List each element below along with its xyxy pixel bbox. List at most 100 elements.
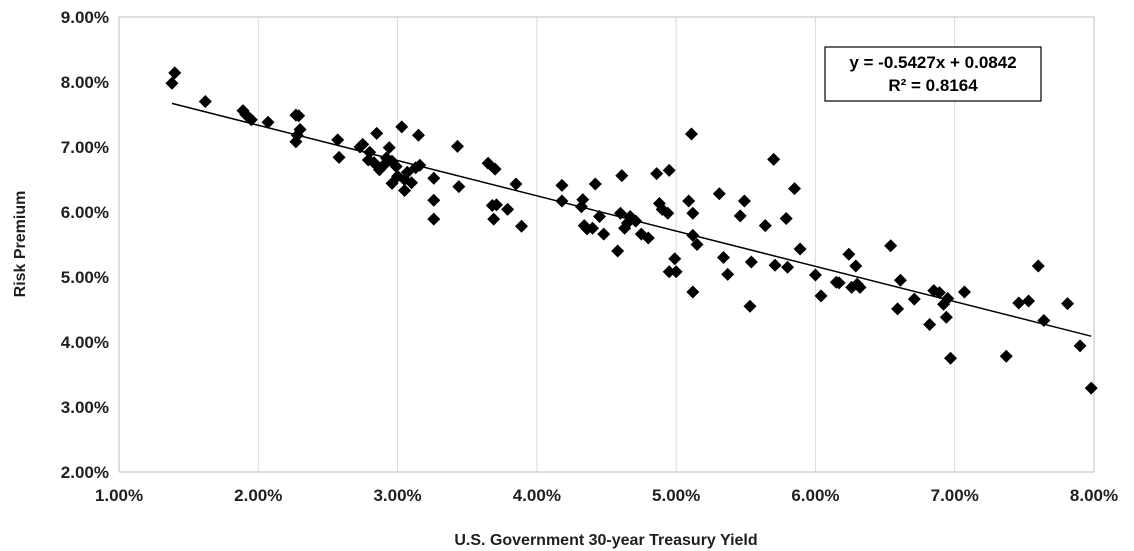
data-point	[842, 247, 856, 261]
y-tick-label: 9.00%	[61, 8, 109, 27]
data-point	[198, 95, 212, 108]
data-point	[767, 152, 781, 166]
y-tick-label: 3.00%	[61, 398, 109, 417]
data-point	[356, 137, 370, 151]
data-point	[487, 212, 501, 226]
data-point	[611, 244, 625, 258]
x-axis-title: U.S. Government 30-year Treasury Yield	[454, 532, 757, 549]
y-axis-title: Risk Premium	[12, 191, 29, 298]
data-point	[957, 285, 971, 299]
data-point	[165, 76, 179, 90]
data-point	[427, 193, 441, 207]
y-tick-label: 5.00%	[61, 268, 109, 287]
data-point	[370, 126, 384, 140]
data-point	[662, 163, 676, 177]
y-tick-label: 2.00%	[61, 463, 109, 482]
data-point	[488, 162, 502, 176]
data-point	[363, 145, 377, 159]
regression-annotation: y = -0.5427x + 0.0842 R² = 0.8164	[824, 46, 1042, 102]
data-point	[669, 265, 683, 279]
data-point	[641, 231, 655, 245]
data-point	[427, 212, 441, 226]
data-point	[758, 219, 772, 233]
data-point	[588, 177, 602, 191]
data-point	[509, 177, 523, 191]
data-point	[744, 255, 758, 269]
data-point	[452, 180, 466, 194]
data-point	[662, 265, 676, 279]
data-point	[793, 242, 807, 256]
data-point	[292, 109, 306, 123]
data-point	[832, 276, 846, 290]
data-point	[427, 171, 441, 185]
data-point	[395, 120, 409, 134]
data-point	[597, 227, 611, 241]
data-point	[743, 299, 757, 313]
data-point	[712, 187, 726, 201]
data-point	[555, 194, 569, 208]
data-point	[650, 167, 664, 181]
data-point	[923, 317, 937, 331]
data-point	[853, 280, 867, 294]
data-point	[737, 194, 751, 208]
x-tick-label: 2.00%	[234, 486, 282, 505]
data-point	[939, 310, 953, 324]
data-point	[1084, 381, 1098, 395]
data-point	[332, 150, 346, 164]
data-point	[411, 128, 425, 142]
data-point	[615, 169, 629, 183]
data-point	[555, 178, 569, 192]
regression-equation: y = -0.5427x + 0.0842	[849, 53, 1016, 72]
trendline	[171, 102, 1092, 337]
data-point	[768, 258, 782, 272]
data-point	[932, 286, 946, 300]
data-point	[686, 285, 700, 299]
data-point	[405, 176, 418, 190]
data-point	[1073, 339, 1087, 353]
data-point	[501, 202, 515, 216]
data-point	[1061, 297, 1075, 311]
data-point	[389, 160, 403, 173]
data-point	[893, 273, 907, 287]
data-point	[690, 238, 704, 251]
data-point	[779, 212, 793, 225]
data-point	[586, 221, 600, 235]
data-point	[686, 206, 700, 220]
y-tick-label: 6.00%	[61, 203, 109, 222]
data-point	[788, 182, 802, 196]
data-point	[1022, 294, 1036, 308]
data-point	[1012, 296, 1026, 310]
data-point	[682, 194, 696, 208]
x-tick-label: 4.00%	[513, 486, 561, 505]
data-point	[781, 260, 795, 274]
data-points	[165, 66, 1098, 395]
data-point	[576, 193, 590, 207]
data-point	[515, 219, 529, 233]
data-point	[398, 184, 412, 198]
x-tick-label: 6.00%	[791, 486, 839, 505]
data-point	[661, 206, 675, 220]
x-tick-label: 3.00%	[373, 486, 421, 505]
data-point	[808, 268, 822, 282]
annotation-box	[824, 46, 1042, 102]
data-point	[999, 349, 1013, 363]
data-point	[884, 239, 898, 253]
vertical-gridlines	[257, 17, 956, 472]
data-point	[941, 291, 955, 305]
data-point	[331, 133, 345, 147]
data-point	[168, 66, 182, 80]
data-point	[944, 351, 958, 365]
y-tick-label: 8.00%	[61, 73, 109, 92]
y-tick-label: 7.00%	[61, 138, 109, 157]
x-tick-label: 8.00%	[1070, 486, 1118, 505]
data-point	[733, 209, 747, 223]
data-point	[450, 139, 464, 153]
data-point	[413, 158, 427, 172]
y-tick-label: 4.00%	[61, 333, 109, 352]
data-point	[721, 267, 735, 281]
data-point	[684, 127, 698, 141]
x-tick-label: 7.00%	[931, 486, 979, 505]
data-point	[261, 115, 275, 129]
data-point	[668, 252, 682, 266]
